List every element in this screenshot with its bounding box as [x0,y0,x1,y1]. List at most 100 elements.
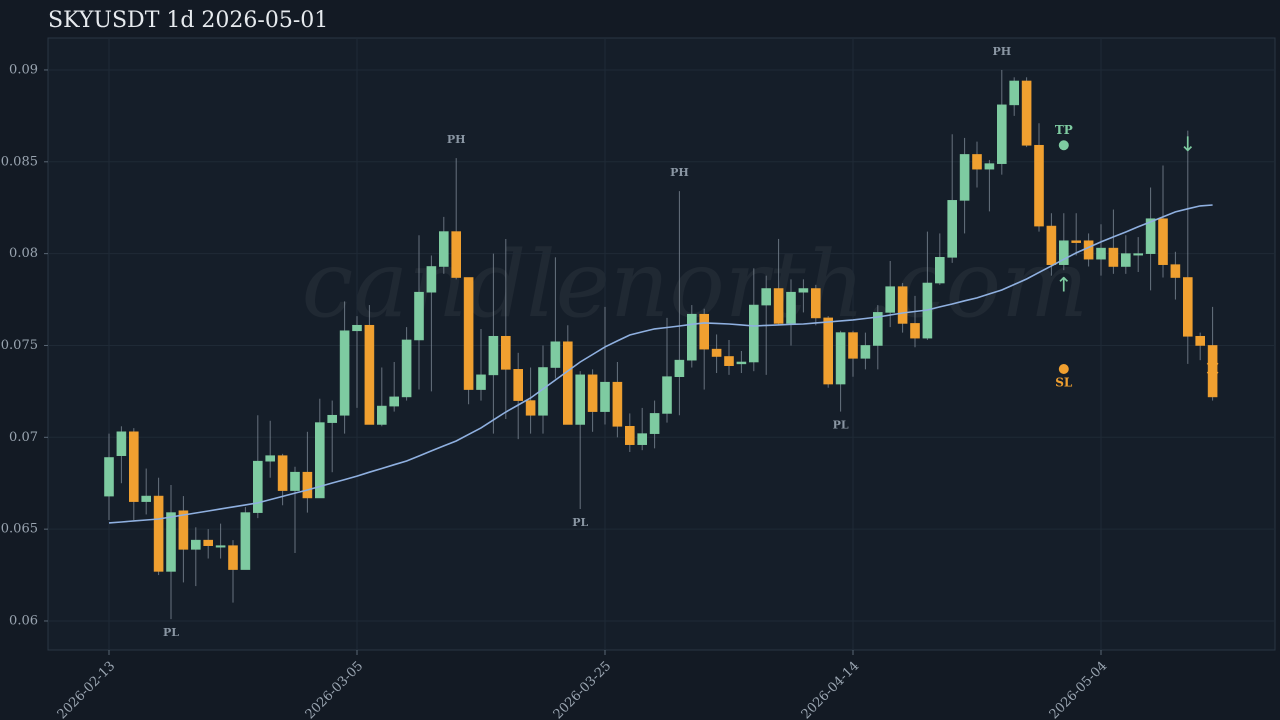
candle-body [500,335,511,370]
candle-body [773,288,784,324]
candle-body [724,356,734,366]
candle-body [389,396,400,407]
y-tick-label: 0.09 [9,62,38,77]
candle-body [1046,225,1057,265]
candle-body [401,339,412,398]
candle-body [910,323,920,339]
candle-body [786,291,796,324]
candle-body [1034,144,1044,227]
candle-body [104,457,114,497]
candle-body [947,200,958,258]
candle-body [1207,345,1218,398]
candle-body [327,414,338,423]
candle-body [624,425,635,445]
pivot-label: PL [572,516,588,529]
candle-body [1133,253,1143,256]
candle-body [885,286,896,313]
level-label: TP [1055,123,1073,137]
candle-body [166,512,176,572]
candle-body [798,288,809,293]
candle-body [959,154,970,201]
candle-body [178,510,189,550]
candle-body [352,324,362,332]
candle-body [414,291,424,341]
candle-body [364,324,375,425]
candle-body [476,374,486,390]
candle-body [1071,240,1081,243]
candle-body [674,359,685,377]
candle-body [810,288,821,319]
candle-body [736,361,747,365]
candle-body [972,154,982,170]
candle-body [860,345,871,359]
candle-body [587,374,598,412]
candle-body [649,413,660,434]
candle-body [129,431,139,502]
y-tick-label: 0.08 [9,246,38,261]
candle-body [277,455,288,491]
signal-marker: ↓ [1179,132,1196,156]
candle-body [426,266,437,293]
pivot-label: PL [163,626,179,639]
level-label: SL [1055,375,1073,389]
moving-average [108,204,1213,524]
candle-body [191,539,201,550]
candle-body [463,277,474,390]
candle-body [153,495,164,572]
candle-body [575,374,586,425]
candle-body [253,460,263,513]
level-marker [1058,363,1069,374]
candle-body [141,495,151,502]
candle-body [116,431,127,456]
candle-body [1145,218,1156,254]
candle-body [550,341,561,368]
candle-body [290,471,300,491]
candle-body [1183,277,1193,337]
y-tick-label: 0.06 [9,613,38,628]
candle-body [984,163,995,170]
candle-body [203,539,213,546]
candle-body [513,369,524,401]
candle-body [897,286,908,324]
candle-body [488,335,499,376]
candle-body [711,348,722,357]
candle-body [637,433,648,445]
y-tick-label: 0.07 [9,430,38,445]
chart-title: SKYUSDT 1d 2026-05-01 [48,8,328,33]
candle-body [240,512,251,570]
y-tick-label: 0.065 [1,522,38,537]
candle-body [314,422,325,499]
candle-body [1121,253,1131,267]
candle-body [215,545,226,548]
candle-body [376,405,387,425]
candle-body [761,288,772,306]
candle-body [265,455,276,462]
candle-body [699,313,710,350]
candle-body [662,376,672,414]
pivot-label: PH [670,166,689,179]
candle-body [748,304,759,363]
candle-body [600,381,610,412]
pivot-label: PL [833,419,849,432]
candle-body [438,231,449,267]
candle-body [934,257,945,284]
candle-body [1059,240,1069,265]
candle-body [1158,218,1168,265]
candle-body [302,471,313,499]
candle-body [1170,264,1181,278]
candle-body [1096,247,1106,260]
candle-body [451,231,462,278]
candle-body [1108,247,1119,267]
candle-body [848,332,858,359]
candle-body [562,341,573,425]
candle-body [823,317,834,385]
y-tick-label: 0.085 [1,154,38,169]
candle-body [612,381,623,427]
candle-body [339,330,350,416]
pivot-label: PH [992,45,1011,58]
y-tick-label: 0.075 [1,338,38,353]
candle-body [525,400,536,416]
candle-body [1021,80,1032,146]
level-marker [1058,140,1069,151]
candle-body [1009,80,1020,106]
